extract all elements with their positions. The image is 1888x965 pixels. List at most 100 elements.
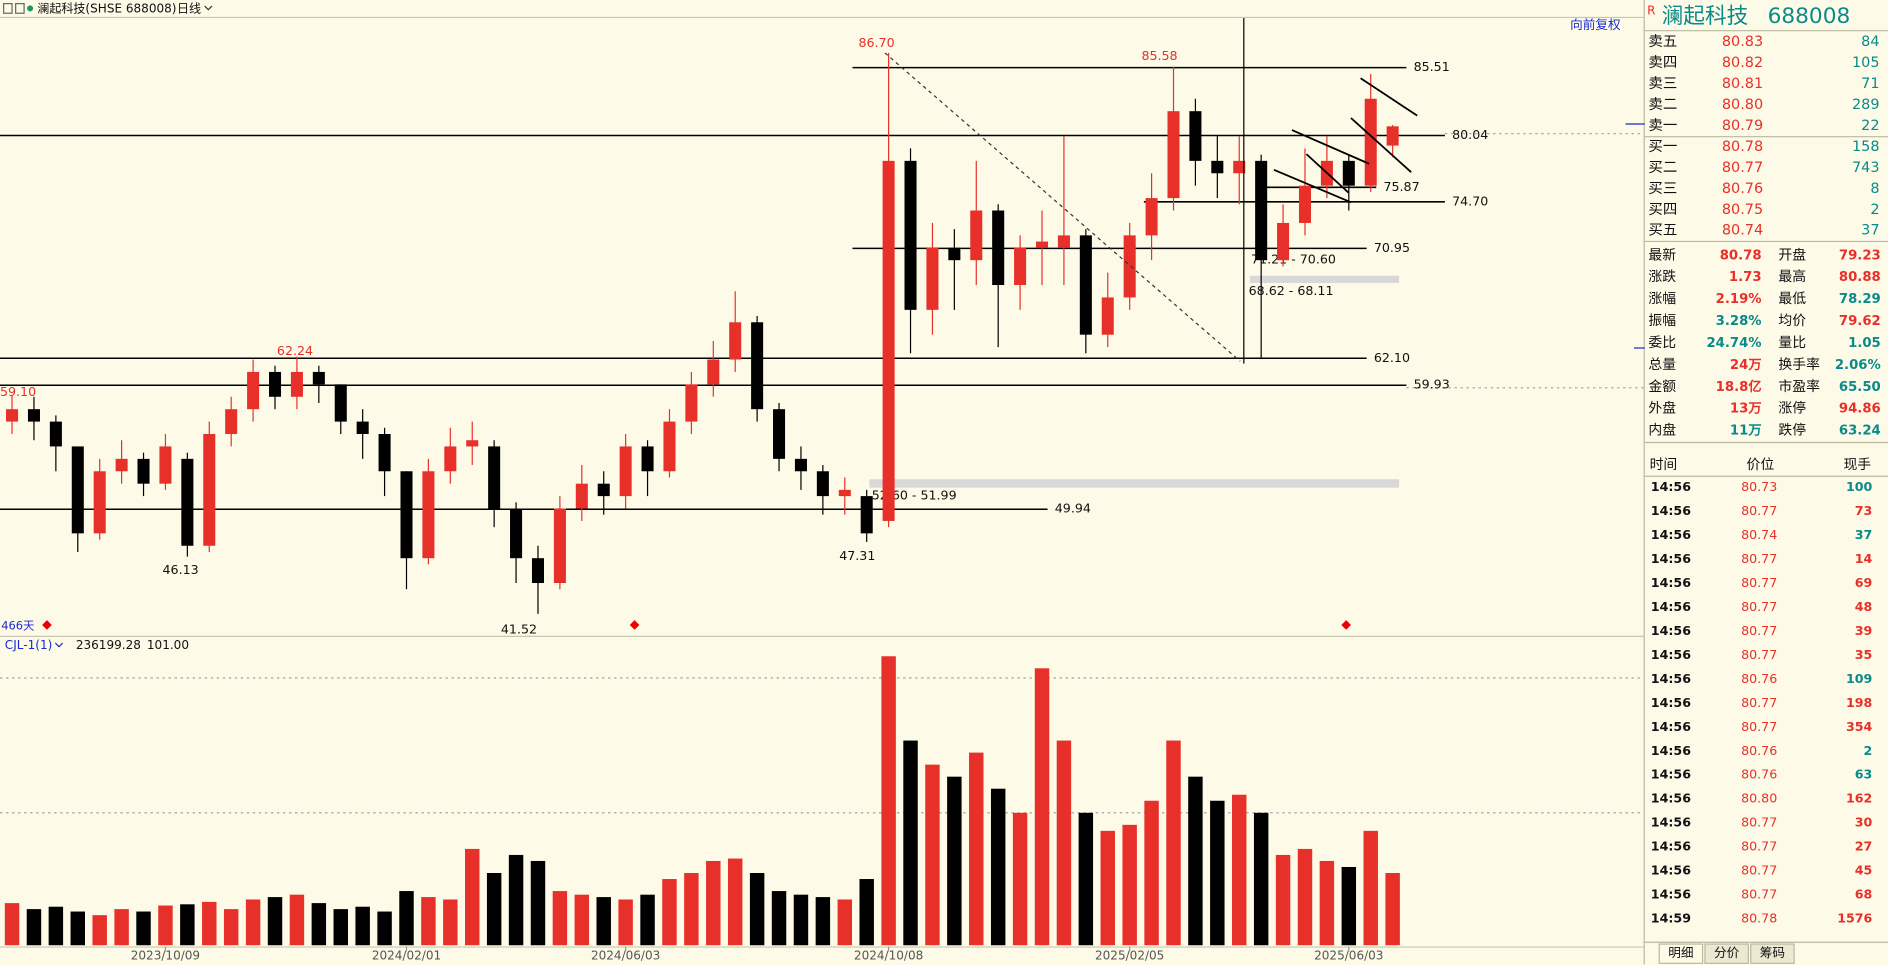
tab-label[interactable]: 筹码 — [1760, 945, 1785, 960]
candle-body — [597, 483, 610, 497]
tick-time: 14:56 — [1651, 815, 1691, 830]
volume-bar — [706, 860, 721, 946]
tick-time: 14:56 — [1651, 863, 1691, 878]
range-label: 71.21 - 70.60 — [1251, 252, 1336, 267]
stat-value: 18.8亿 — [1716, 378, 1762, 395]
stat-value: 3.28% — [1716, 314, 1762, 329]
adjust-mode[interactable]: 向前复权 — [1570, 17, 1621, 32]
tick-price: 80.77 — [1741, 575, 1777, 590]
range-label: 68.62 - 68.11 — [1249, 283, 1334, 298]
candle-body — [334, 384, 347, 422]
candle-body — [378, 434, 391, 472]
channel-line — [1305, 153, 1350, 194]
volume-bar — [289, 894, 305, 946]
volume-bar — [245, 899, 261, 946]
candle-body — [115, 458, 128, 472]
stat-value: 78.29 — [1839, 292, 1881, 307]
candle-body — [1342, 160, 1355, 186]
volume-bar — [727, 858, 743, 946]
candle-body — [93, 471, 106, 534]
candle-body — [137, 458, 150, 484]
book-price: 80.77 — [1722, 160, 1763, 176]
range-band — [1249, 275, 1400, 283]
stat-label: 均价 — [1778, 313, 1806, 329]
x-tick-label: 2025/02/05 — [1095, 949, 1164, 963]
level-label: 59.93 — [1414, 377, 1450, 392]
tick-time: 14:56 — [1651, 887, 1691, 902]
stat-label: 委比 — [1648, 335, 1676, 351]
volume-bar — [377, 911, 392, 946]
candle-body — [751, 322, 764, 410]
tick-price: 80.77 — [1741, 719, 1777, 734]
x-tick-label: 2024/10/08 — [854, 949, 923, 963]
volume-bar — [749, 873, 765, 946]
tick-volume: 162 — [1846, 791, 1872, 806]
candle-body — [794, 458, 807, 472]
stock-name: 澜起科技 — [1662, 4, 1749, 29]
tick-volume: 100 — [1846, 479, 1873, 494]
volume-bar — [1341, 866, 1357, 946]
ticks-header: 现手 — [1843, 457, 1871, 473]
tick-volume: 109 — [1846, 671, 1872, 686]
toolbar-icon[interactable] — [3, 3, 13, 14]
candle-body — [400, 471, 413, 559]
volume-bar — [640, 894, 655, 946]
x-tick-label: 2024/06/03 — [591, 949, 660, 963]
stat-value: 1.73 — [1729, 270, 1762, 285]
candle-body — [1014, 247, 1027, 286]
volume-bar — [355, 906, 370, 946]
volume-bar — [1122, 824, 1137, 946]
period-select[interactable]: 日线 — [177, 2, 201, 16]
stat-label: 开盘 — [1778, 246, 1806, 263]
tick-volume: 68 — [1855, 887, 1873, 902]
tick-time: 14:56 — [1651, 599, 1691, 614]
candle-body — [1167, 111, 1180, 199]
stat-label: 最新 — [1648, 247, 1676, 263]
volume-bar — [1144, 800, 1159, 946]
tick-price: 80.76 — [1741, 671, 1777, 686]
tab[interactable] — [1704, 943, 1749, 964]
tick-volume: 14 — [1855, 551, 1873, 566]
volume-bar — [1363, 830, 1378, 946]
book-price: 80.82 — [1722, 55, 1763, 71]
volume-bar — [1166, 740, 1181, 946]
candle-body — [1189, 111, 1202, 161]
book-price: 80.81 — [1722, 76, 1763, 92]
tick-volume: 354 — [1846, 719, 1873, 734]
candle-body — [27, 409, 40, 422]
channel-line — [1273, 168, 1352, 204]
volume-bar — [26, 909, 42, 946]
level-label: 74.70 — [1452, 193, 1488, 208]
toolbar-icon[interactable] — [15, 3, 25, 14]
tab-label[interactable]: 明细 — [1668, 945, 1693, 960]
volume-bar — [508, 854, 524, 946]
candle-body — [1145, 198, 1158, 236]
book-label: 买二 — [1648, 159, 1677, 176]
volume-bar — [574, 894, 590, 946]
tick-volume: 73 — [1855, 503, 1873, 518]
tick-volume: 39 — [1855, 623, 1873, 638]
stat-label: 涨停 — [1778, 400, 1806, 417]
candle-body — [641, 446, 654, 472]
dropdown-chevron[interactable] — [54, 642, 64, 648]
volume-bar — [1385, 873, 1400, 946]
tab[interactable] — [1658, 943, 1704, 964]
candle-body — [1211, 160, 1224, 174]
volume-bar — [552, 891, 568, 946]
tick-time: 14:56 — [1651, 551, 1691, 566]
tab-label[interactable]: 分价 — [1714, 945, 1740, 960]
tab[interactable] — [1750, 943, 1795, 964]
x-tick-label: 2023/10/09 — [131, 949, 200, 963]
tick-time: 14:56 — [1651, 647, 1691, 662]
indicator-name[interactable]: CJL-1(1) — [5, 638, 52, 652]
dropdown-chevron[interactable] — [204, 5, 213, 11]
volume-bar — [223, 909, 239, 946]
volume-bar — [990, 788, 1006, 946]
candle-body — [904, 160, 917, 310]
volume-bar — [1253, 812, 1269, 946]
book-price: 80.78 — [1722, 139, 1763, 155]
tick-time: 14:59 — [1651, 911, 1691, 926]
stat-label: 换手率 — [1778, 356, 1820, 373]
stat-label: 振幅 — [1648, 313, 1676, 329]
